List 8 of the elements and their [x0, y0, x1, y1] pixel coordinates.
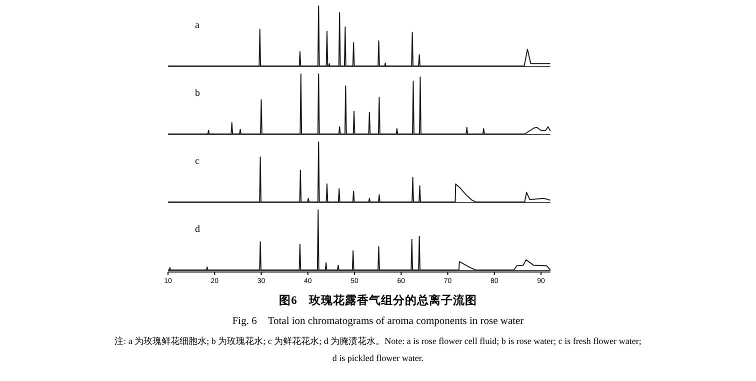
text: c	[195, 156, 200, 167]
caption: Fig. 6 Total ion chromatograms of aroma components in rose water	[232, 316, 524, 327]
text: a	[195, 20, 200, 31]
text: d	[195, 224, 200, 235]
text: d is pickled flower water.	[332, 353, 424, 363]
text: 注: a 为玫瑰鲜花细胞水; b 为玫瑰花水; c 为鲜花花水; d 为腌渍花水。Note: a is rose flower cell fluid; b is rose water; c is fresh flower water;	[114, 336, 642, 346]
text: b	[195, 88, 200, 99]
caption: 图6 玫瑰花露香气组分的总离子流图	[279, 293, 477, 307]
